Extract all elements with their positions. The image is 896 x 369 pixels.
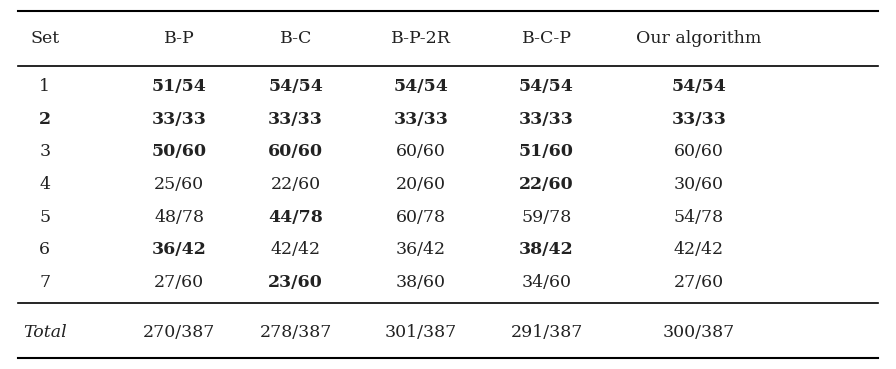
- Text: 42/42: 42/42: [674, 241, 724, 258]
- Text: 33/33: 33/33: [151, 111, 207, 128]
- Text: 60/60: 60/60: [268, 143, 323, 160]
- Text: 23/60: 23/60: [268, 274, 323, 291]
- Text: Our algorithm: Our algorithm: [636, 30, 762, 47]
- Text: 38/60: 38/60: [396, 274, 446, 291]
- Text: 60/60: 60/60: [674, 143, 724, 160]
- Text: Total: Total: [23, 324, 66, 341]
- Text: 22/60: 22/60: [271, 176, 321, 193]
- Text: 51/54: 51/54: [151, 78, 207, 95]
- Text: B-C: B-C: [280, 30, 312, 47]
- Text: 5: 5: [39, 209, 50, 226]
- Text: 33/33: 33/33: [519, 111, 574, 128]
- Text: 20/60: 20/60: [396, 176, 446, 193]
- Text: 50/60: 50/60: [151, 143, 207, 160]
- Text: 59/78: 59/78: [521, 209, 572, 226]
- Text: Set: Set: [30, 30, 59, 47]
- Text: B-P: B-P: [164, 30, 194, 47]
- Text: 30/60: 30/60: [674, 176, 724, 193]
- Text: 270/387: 270/387: [143, 324, 215, 341]
- Text: 34/60: 34/60: [521, 274, 572, 291]
- Text: 54/54: 54/54: [671, 78, 727, 95]
- Text: 3: 3: [39, 143, 50, 160]
- Text: 27/60: 27/60: [154, 274, 204, 291]
- Text: 2: 2: [39, 111, 51, 128]
- Text: 33/33: 33/33: [268, 111, 323, 128]
- Text: 54/54: 54/54: [268, 78, 323, 95]
- Text: B-P-2R: B-P-2R: [392, 30, 451, 47]
- Text: 42/42: 42/42: [271, 241, 321, 258]
- Text: 300/387: 300/387: [663, 324, 735, 341]
- Text: 33/33: 33/33: [671, 111, 727, 128]
- Text: 54/54: 54/54: [519, 78, 574, 95]
- Text: 44/78: 44/78: [268, 209, 323, 226]
- Text: 48/78: 48/78: [154, 209, 204, 226]
- Text: 25/60: 25/60: [154, 176, 204, 193]
- Text: 36/42: 36/42: [396, 241, 446, 258]
- Text: 51/60: 51/60: [519, 143, 574, 160]
- Text: 33/33: 33/33: [393, 111, 449, 128]
- Text: 60/78: 60/78: [396, 209, 446, 226]
- Text: 22/60: 22/60: [519, 176, 574, 193]
- Text: 54/78: 54/78: [674, 209, 724, 226]
- Text: 27/60: 27/60: [674, 274, 724, 291]
- Text: 36/42: 36/42: [151, 241, 207, 258]
- Text: 301/387: 301/387: [385, 324, 457, 341]
- Text: 60/60: 60/60: [396, 143, 446, 160]
- Text: 291/387: 291/387: [511, 324, 582, 341]
- Text: 6: 6: [39, 241, 50, 258]
- Text: 38/42: 38/42: [520, 241, 573, 258]
- Text: 7: 7: [39, 274, 50, 291]
- Text: 4: 4: [39, 176, 50, 193]
- Text: 54/54: 54/54: [393, 78, 449, 95]
- Text: B-C-P: B-C-P: [521, 30, 572, 47]
- Text: 1: 1: [39, 78, 50, 95]
- Text: 278/387: 278/387: [260, 324, 332, 341]
